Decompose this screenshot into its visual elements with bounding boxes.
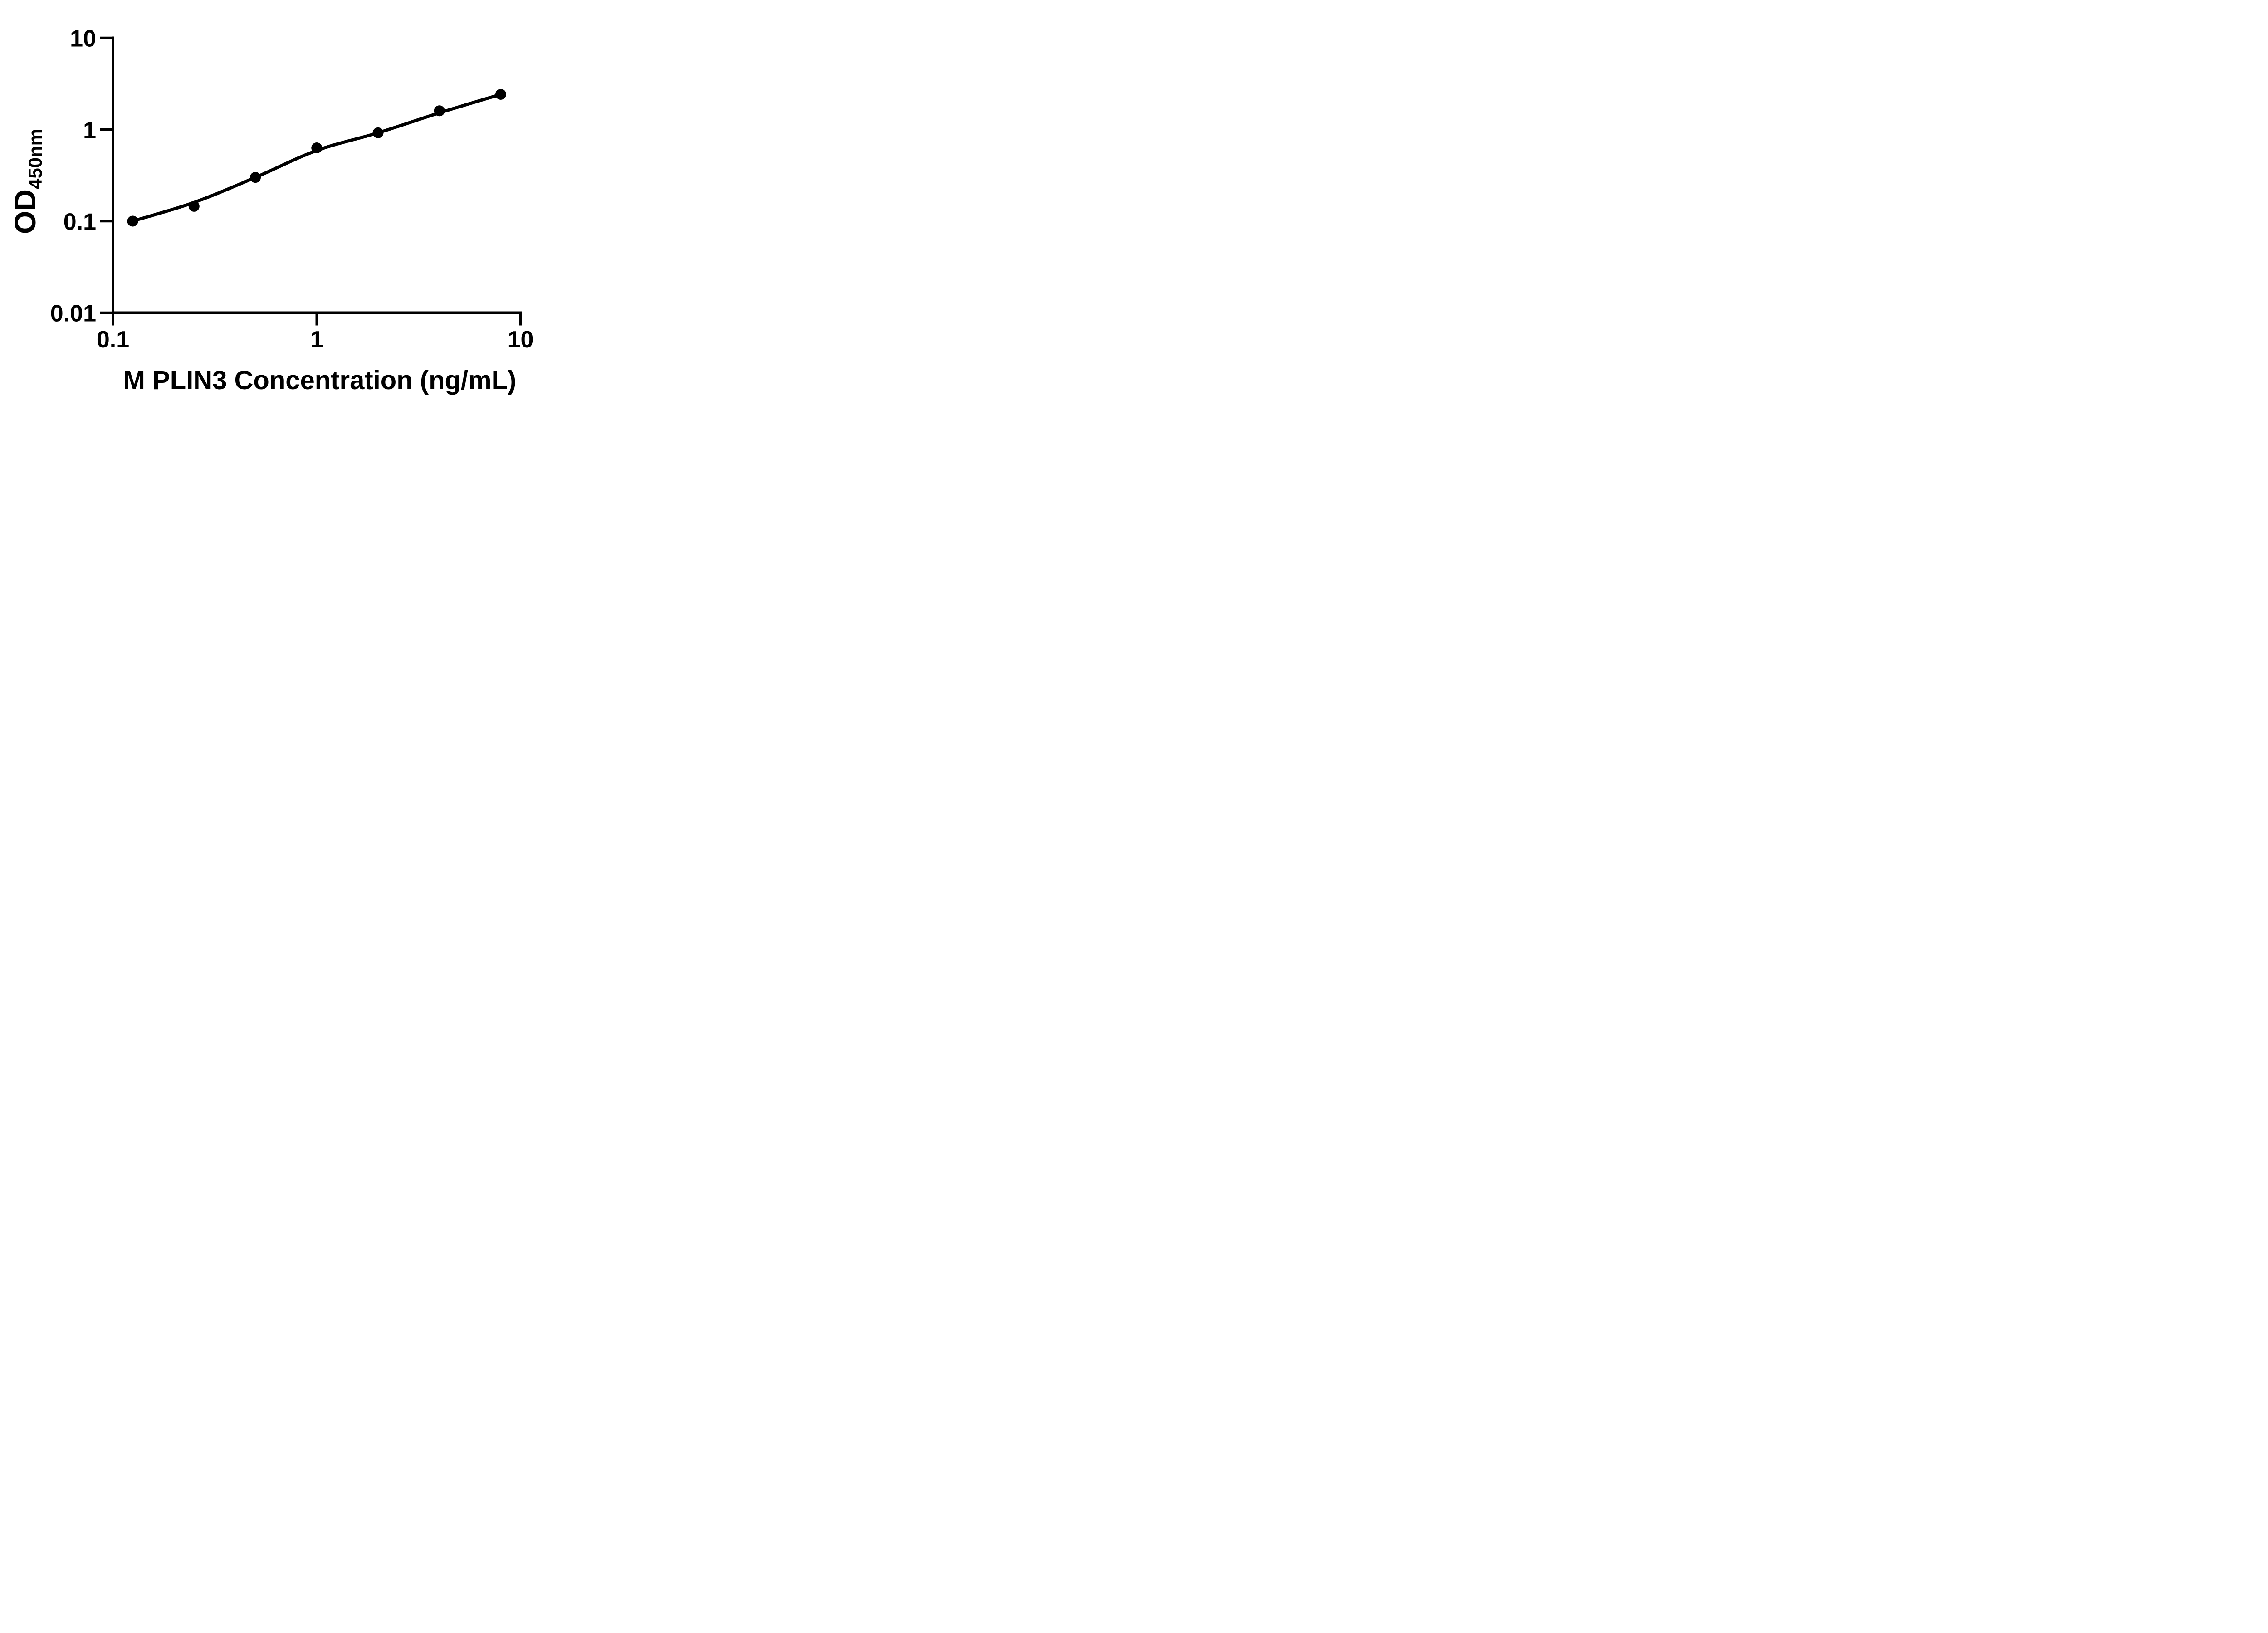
fit-curve-line <box>131 93 503 223</box>
data-point-4 <box>311 142 323 154</box>
y-axis-title-subscript: 450nm <box>24 129 46 189</box>
y-tick-label-1: 1 <box>83 117 96 144</box>
data-point-6 <box>434 105 445 117</box>
y-axis-title: OD450nm <box>8 129 46 234</box>
standard-curve-chart: M PLIN3 Concentration (ng/mL) OD450nm 0.… <box>8 26 534 396</box>
y-axis-title-main: OD <box>8 189 42 234</box>
data-point-7 <box>495 88 506 100</box>
y-tick-label-10: 10 <box>70 26 96 52</box>
data-point-1 <box>127 215 138 227</box>
data-point-5 <box>372 127 384 138</box>
standard-curve-figure: M PLIN3 Concentration (ng/mL) OD450nm 0.… <box>0 0 583 408</box>
x-tick-label-0.1: 0.1 <box>97 327 129 353</box>
x-tick-label-1: 1 <box>310 327 323 353</box>
y-tick-label-0.1: 0.1 <box>64 209 96 235</box>
y-tick-label-0.01: 0.01 <box>50 301 96 327</box>
x-axis-title: M PLIN3 Concentration (ng/mL) <box>123 366 517 395</box>
data-point-2 <box>188 200 200 212</box>
x-tick-label-10: 10 <box>508 327 534 353</box>
data-point-3 <box>250 172 261 183</box>
